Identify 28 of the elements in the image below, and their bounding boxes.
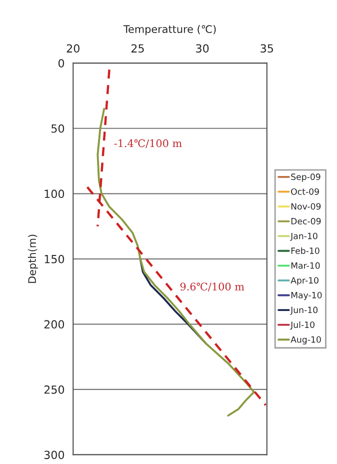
y-axis-title: Depth(m) bbox=[28, 234, 38, 283]
y-tick-label: 300 bbox=[44, 450, 64, 460]
legend-label: Nov-09 bbox=[291, 203, 321, 210]
annotation: -1.4℃/100 m bbox=[114, 139, 182, 148]
legend-label: Dec-09 bbox=[291, 218, 321, 224]
line-series bbox=[96, 108, 255, 417]
legend-label: Jan-10 bbox=[290, 232, 318, 241]
annotation: 9.6℃/100 m bbox=[180, 282, 244, 292]
legend-label: Oct-09 bbox=[291, 188, 319, 195]
legend-label: Aug-10 bbox=[290, 336, 321, 344]
legend-label: Mar-10 bbox=[291, 262, 320, 269]
x-tick-label: 30 bbox=[196, 44, 209, 53]
y-tick-label: 50 bbox=[52, 124, 64, 133]
legend-label: Apr-10 bbox=[290, 277, 318, 286]
legend-label: May-10 bbox=[291, 292, 322, 300]
x-tick-label: 25 bbox=[131, 44, 144, 53]
y-tick-label: 150 bbox=[44, 254, 64, 264]
x-tick-label: 35 bbox=[260, 44, 274, 53]
legend-label: Feb-10 bbox=[291, 247, 320, 254]
legend-label: Jul-10 bbox=[290, 321, 314, 330]
x-tick-label: 20 bbox=[66, 44, 80, 53]
legend-label: Jun-10 bbox=[290, 306, 318, 315]
x-axis-title: Temperatture (℃) bbox=[123, 25, 216, 36]
y-tick-label: 250 bbox=[44, 385, 64, 394]
y-tick-label: 0 bbox=[58, 59, 64, 68]
y-tick-label: 100 bbox=[44, 190, 64, 198]
legend-label: Sep-09 bbox=[291, 174, 320, 182]
y-tick-label: 200 bbox=[44, 320, 64, 329]
